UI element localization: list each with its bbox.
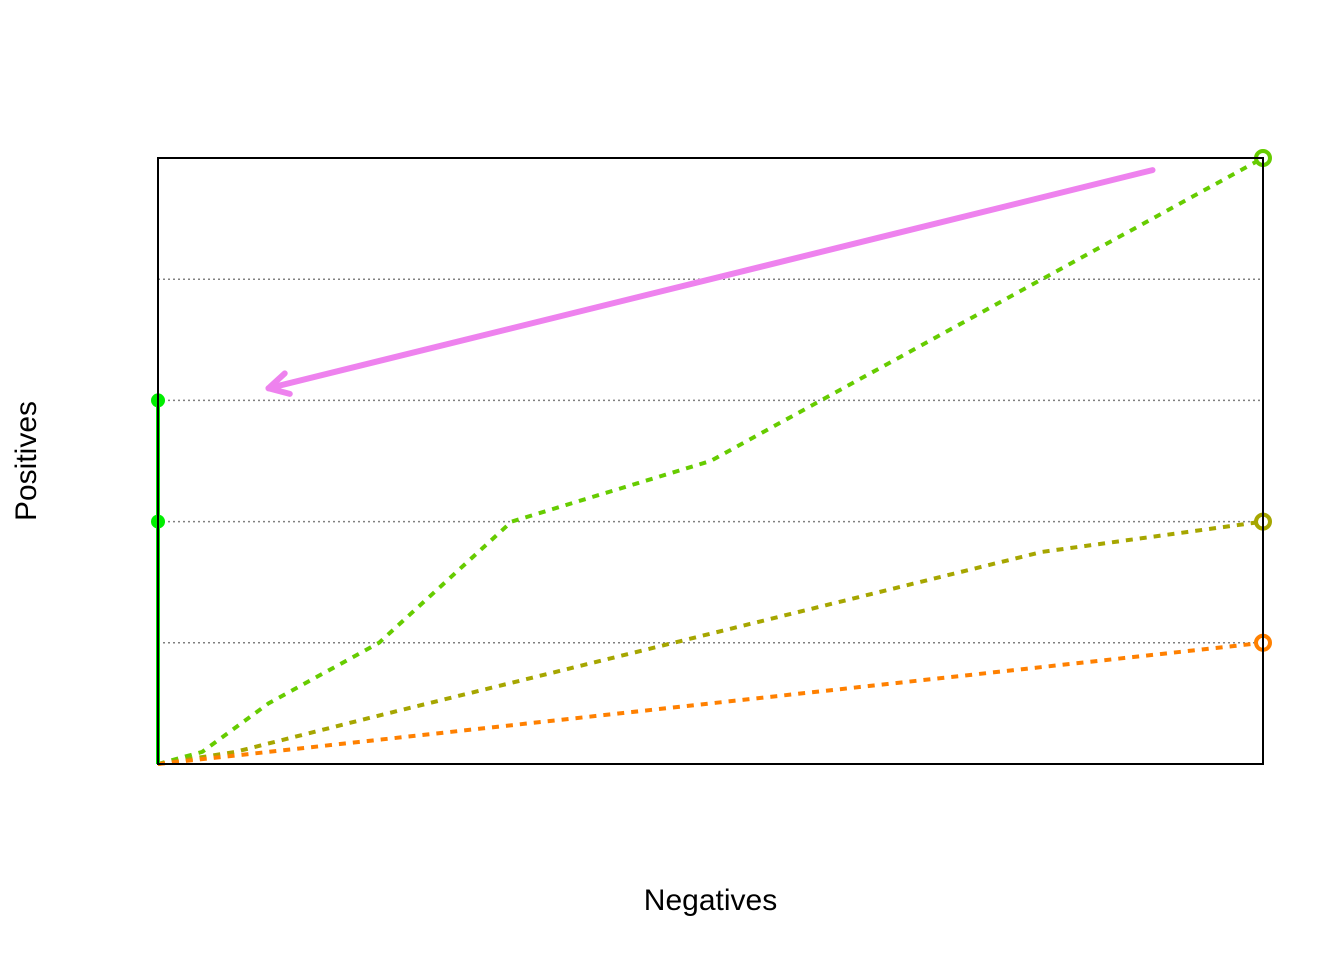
- annotation-layer: [265, 167, 1156, 397]
- series-line-2: [157, 640, 1264, 766]
- annotation-arrow-shaft-0: [265, 167, 1156, 392]
- annotation-arrow-head-0: [265, 370, 293, 397]
- series-line-1: [157, 519, 1264, 766]
- series-line-0: [157, 156, 1264, 766]
- x-axis-label: Negatives: [644, 884, 777, 917]
- series-layer: [151, 149, 1272, 766]
- plot-frame: [157, 157, 1264, 765]
- y-axis-label: Positives: [10, 401, 43, 521]
- gridlines: [158, 278, 1263, 644]
